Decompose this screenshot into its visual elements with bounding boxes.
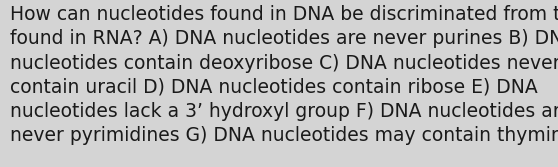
Text: How can nucleotides found in DNA be discriminated from those
found in RNA? A) DN: How can nucleotides found in DNA be disc… [10, 5, 558, 145]
